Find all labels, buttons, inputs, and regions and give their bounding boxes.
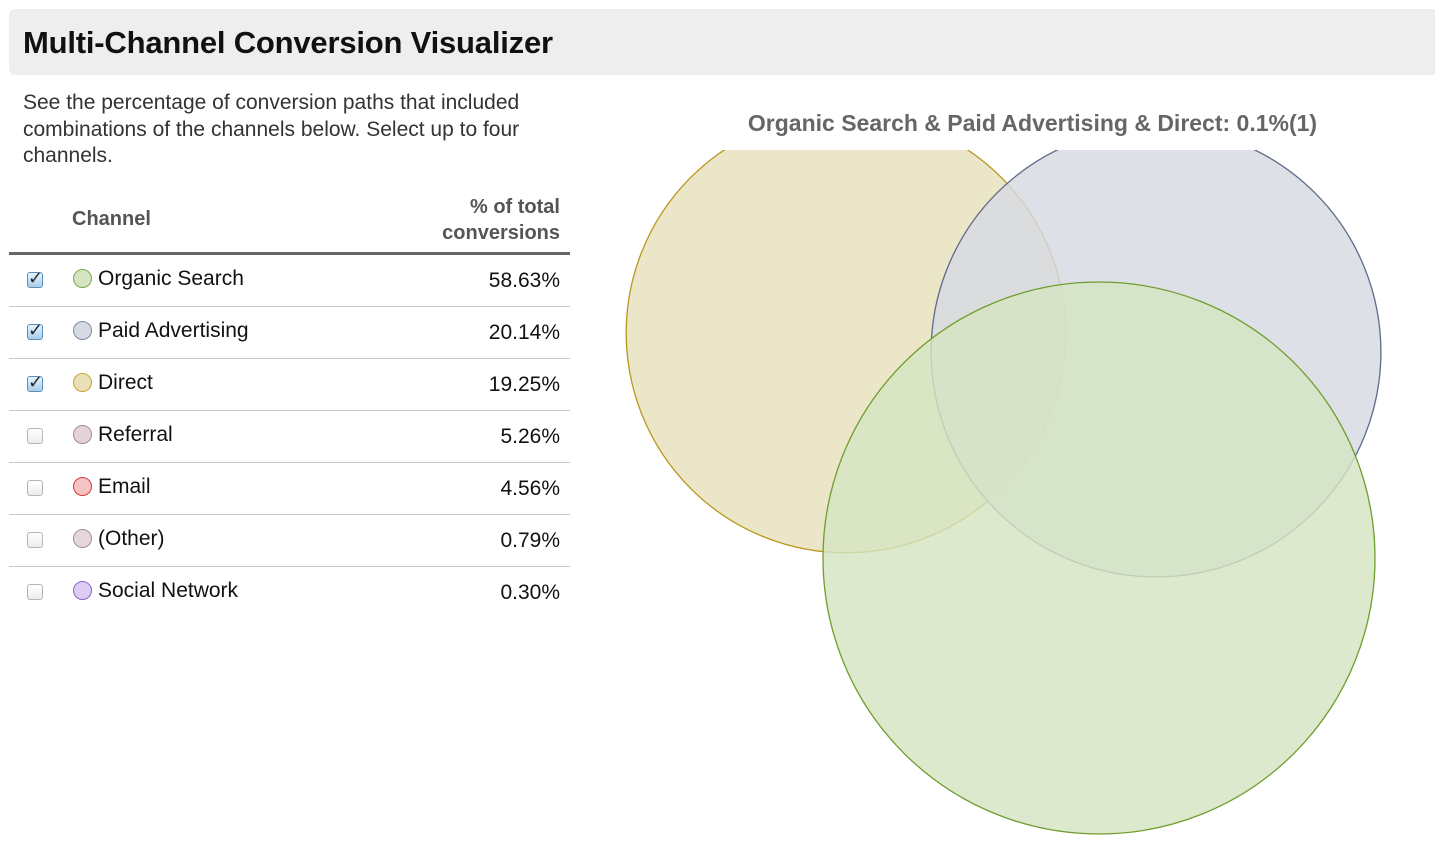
table-header: Channel % of total conversions [9, 190, 570, 255]
channel-color-swatch [73, 425, 92, 444]
channel-name: Organic Search [98, 267, 244, 290]
header-bar: Multi-Channel Conversion Visualizer [9, 9, 1435, 75]
channel-name: Paid Advertising [98, 319, 249, 342]
channel-percent: 20.14% [488, 321, 560, 344]
table-row: ✓ Paid Advertising 20.14% [9, 307, 570, 359]
table-row: ✓ (Other) 0.79% [9, 515, 570, 567]
checkmark-icon: ✓ [28, 268, 44, 288]
column-header-percent: % of total conversions [442, 194, 560, 246]
channel-percent: 19.25% [488, 373, 560, 396]
channel-name: (Other) [98, 527, 165, 550]
channel-name: Direct [98, 371, 153, 394]
channel-checkbox[interactable]: ✓ [27, 532, 43, 548]
description-text: See the percentage of conversion paths t… [23, 91, 520, 167]
venn-circle-organic-search[interactable] [822, 281, 1376, 835]
column-header-channel: Channel [72, 208, 151, 230]
channel-color-swatch [73, 581, 92, 600]
table-body: ✓ Organic Search 58.63% ✓ Paid Advertising 20… [9, 255, 570, 618]
channel-checkbox[interactable]: ✓ [27, 320, 43, 340]
channel-checkbox[interactable]: ✓ [27, 372, 43, 392]
channel-color-swatch [73, 321, 92, 340]
channel-color-swatch [73, 269, 92, 288]
channel-checkbox[interactable]: ✓ [27, 428, 43, 444]
channel-color-swatch [73, 529, 92, 548]
table-row: ✓ Social Network 0.30% [9, 567, 570, 618]
venn-diagram [625, 150, 1382, 835]
column-header-percent-line1: % of total [470, 196, 560, 218]
channel-percent: 4.56% [500, 477, 560, 500]
channel-checkbox[interactable]: ✓ [27, 268, 43, 288]
checkmark-icon: ✓ [28, 320, 44, 340]
table-row: ✓ Organic Search 58.63% [9, 255, 570, 307]
channel-checkbox[interactable]: ✓ [27, 480, 43, 496]
channel-name: Email [98, 475, 151, 498]
channel-percent: 0.30% [500, 581, 560, 604]
channel-checkbox[interactable]: ✓ [27, 584, 43, 600]
chart-title: Organic Search & Paid Advertising & Dire… [747, 110, 1318, 136]
checkmark-icon: ✓ [28, 372, 44, 392]
channel-table: Channel % of total conversions ✓ Organic … [9, 190, 570, 618]
column-header-percent-line2: conversions [442, 222, 560, 244]
channel-color-swatch [73, 373, 92, 392]
channel-percent: 58.63% [488, 269, 560, 292]
page-title: Multi-Channel Conversion Visualizer [23, 25, 553, 60]
channel-percent: 0.79% [500, 529, 560, 552]
channel-name: Referral [98, 423, 173, 446]
channel-percent: 5.26% [500, 425, 560, 448]
table-row: ✓ Email 4.56% [9, 463, 570, 515]
table-row: ✓ Referral 5.26% [9, 411, 570, 463]
channel-color-swatch [73, 477, 92, 496]
table-row: ✓ Direct 19.25% [9, 359, 570, 411]
channel-name: Social Network [98, 579, 239, 602]
